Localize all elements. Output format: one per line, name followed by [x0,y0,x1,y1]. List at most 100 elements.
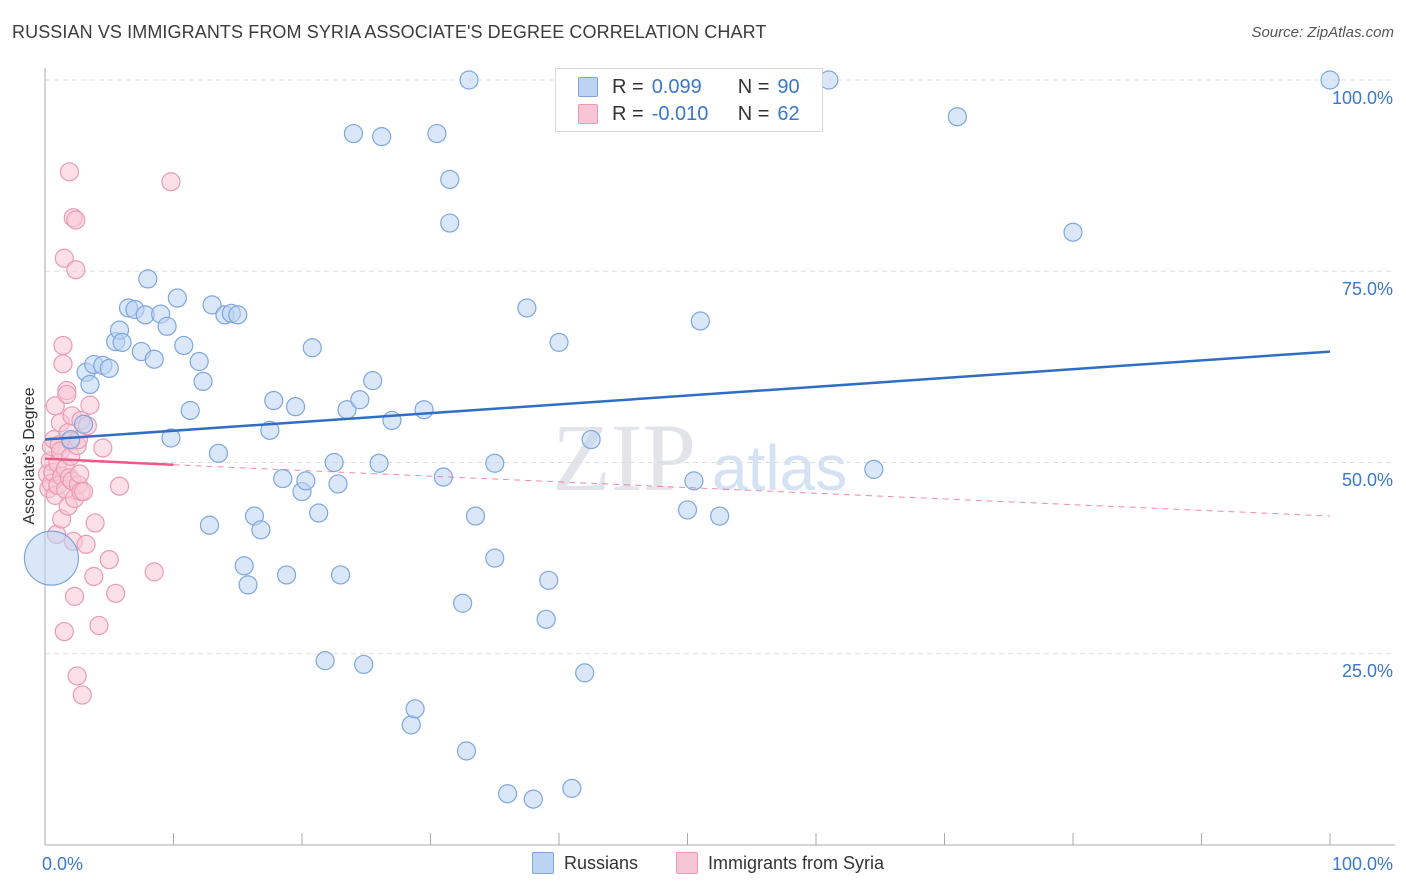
russian-point [549,332,569,352]
russian-point [324,452,344,473]
russian-point [1320,70,1340,90]
russian-point [354,654,374,675]
stats-box: R = 0.099 N = 90 R = -0.010 N = 62 [555,68,823,132]
syria-point [66,260,86,280]
russian-point [112,332,132,352]
russian-point [330,565,351,585]
syria-point [80,395,100,415]
russian-point [285,397,306,417]
russian-point [523,789,543,809]
watermark-zip: ZIP [552,404,696,511]
legend-item-syria[interactable]: Immigrants from Syria [676,852,884,874]
source-credit: Source: ZipAtlas.com [1251,24,1394,41]
russian-point [73,414,94,434]
russian-point [251,520,271,540]
russian-point [157,316,177,336]
russian-point [864,459,884,479]
y-tick-label-25: 25.0% [1342,661,1393,681]
x-tick-label-min: 0.0% [42,854,83,874]
russian-point [193,371,213,392]
gridlines [45,79,1395,655]
syria-point [89,615,109,636]
russian-point [536,609,556,629]
syria-point [67,666,87,686]
russian-point [309,503,329,523]
russian-point [485,453,505,473]
legend-item-russians[interactable]: Russians [532,852,638,874]
russian-point [180,400,200,421]
syria-point [99,550,119,570]
russian-point [228,305,248,325]
russian-point [260,420,280,440]
russian-point [440,213,460,233]
syria-point [84,566,104,587]
stats-n-label: N = [737,75,770,98]
russian-point [61,429,81,450]
russian-point [238,575,258,595]
russian-point [264,390,284,411]
legend-swatch-blue [532,852,554,874]
stats-row-syria: R = -0.010 N = 62 [578,101,800,127]
russian-point [138,269,158,289]
stats-swatch-pink [578,104,598,124]
syria-point [161,172,181,192]
syria-point [66,210,86,230]
russian-points [23,70,1340,809]
russian-point [465,506,486,526]
syria-point [106,583,126,603]
syria-point [64,586,85,606]
legend-swatch-pink [676,852,698,874]
stats-r-value: 0.099 [651,75,702,98]
stats-n-label: N = [737,102,770,125]
russian-point [581,429,601,450]
russian-point [539,570,559,590]
russian-point [208,443,229,463]
russian-point [174,335,194,356]
syria-point [59,162,80,182]
y-tick-label-75: 75.0% [1342,279,1393,299]
syria-point [144,562,164,582]
syria-point [53,335,73,356]
russian-point [562,778,582,798]
russian-point [1063,222,1083,242]
y-axis-label: Associate's Degree [21,387,38,525]
russian-point [99,358,119,379]
russian-point [427,123,447,144]
y-tick-label-100: 100.0% [1332,88,1393,108]
russian-point [23,530,80,586]
russian-point [517,298,537,318]
russian-point [947,107,967,127]
syria-point [85,513,105,533]
watermark-atlas: atlas [712,432,847,504]
russian-point [677,500,698,520]
stats-n-value: 62 [777,102,800,125]
tick-labels: 100.0% 75.0% 50.0% 25.0% 0.0% 100.0% [42,88,1393,874]
russian-point [440,169,460,190]
chart-title: RUSSIAN VS IMMIGRANTS FROM SYRIA ASSOCIA… [12,22,767,42]
syria-point [54,621,74,642]
syria-point [70,464,90,484]
russian-point [575,663,595,683]
russian-point [167,288,187,308]
syria-points [37,162,181,705]
stats-n-value: 90 [777,75,800,98]
russian-point [276,565,297,585]
russian-point [202,295,222,315]
russian-point [161,428,181,448]
legend-label-russians: Russians [564,852,639,873]
russian-point [369,453,389,473]
syria-point [53,354,73,374]
syria-trend-dashed [173,464,1331,517]
syria-point [76,534,96,554]
russian-point [372,127,392,147]
russian-point [690,311,710,331]
stats-r-label: R = [612,75,644,98]
stats-row-russians: R = 0.099 N = 90 [578,74,800,100]
x-tick-label-max: 100.0% [1332,854,1393,874]
stats-r-label: R = [612,102,644,125]
russian-point [363,371,383,391]
russian-point [456,741,477,761]
stats-swatch-blue [578,77,598,97]
russian-point [485,548,505,568]
russian-point [234,556,254,576]
